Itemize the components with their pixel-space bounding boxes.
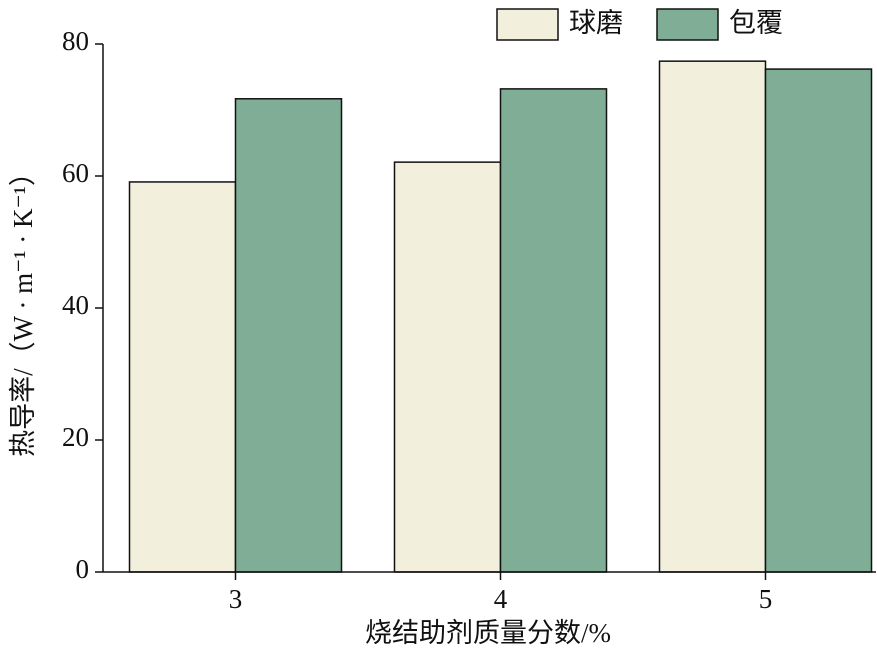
x-tick-label: 4 [494, 584, 508, 614]
y-tick-label: 40 [62, 290, 89, 320]
legend-label: 包覆 [729, 8, 783, 38]
bar [234, 98, 343, 573]
bar [499, 88, 608, 573]
y-tick-label: 20 [62, 422, 89, 452]
bar [393, 161, 502, 573]
bar [764, 68, 873, 573]
y-tick-label: 80 [62, 26, 89, 56]
y-tick-label: 0 [76, 554, 90, 584]
x-tick-label: 5 [759, 584, 773, 614]
bar [658, 60, 767, 573]
legend-swatch [496, 8, 559, 41]
y-axis-label: 热导率/（W · m⁻¹ · K⁻¹） [8, 159, 38, 457]
x-tick-label: 3 [229, 584, 243, 614]
x-axis-label: 烧结助剂质量分数/% [365, 618, 611, 648]
legend-label: 球磨 [569, 8, 623, 38]
y-tick-label: 60 [62, 158, 89, 188]
bar [128, 181, 237, 573]
legend-swatch [656, 8, 719, 41]
